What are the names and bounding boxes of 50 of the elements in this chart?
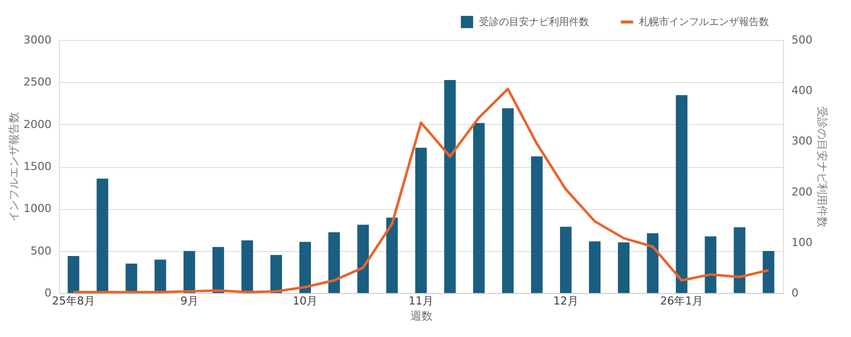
bar — [502, 108, 514, 293]
y-tick-label: 3000 — [24, 34, 52, 46]
bar — [646, 233, 658, 293]
bar — [126, 264, 138, 293]
bar — [415, 148, 427, 293]
bar — [357, 224, 369, 293]
y-tick-label: 2500 — [24, 76, 52, 89]
y2-tick-label: 200 — [792, 185, 812, 198]
bar — [444, 80, 456, 293]
x-tick-label: 10月 — [292, 294, 318, 308]
x-tick-label: 25年8月 — [52, 294, 95, 308]
bar — [560, 226, 572, 293]
y2-tick-label: 100 — [792, 236, 812, 249]
bar — [96, 178, 108, 293]
x-tick-label: 11月 — [408, 294, 434, 308]
y2-tick-label: 300 — [792, 134, 812, 148]
line-series — [72, 88, 770, 294]
bar — [734, 227, 746, 293]
y-tick-label: 2000 — [24, 118, 52, 131]
bar — [154, 260, 166, 293]
bar — [676, 95, 688, 293]
y-tick-label: 500 — [30, 244, 52, 258]
bar — [588, 241, 601, 293]
bar — [618, 242, 630, 293]
bar — [68, 256, 80, 293]
legend-label: 受診の目安ナビ利用件数 — [479, 16, 589, 28]
bar — [241, 240, 254, 293]
legend-label: 札幌市インフルエンザ報告数 — [639, 16, 769, 28]
bar — [212, 246, 224, 293]
bar — [328, 232, 340, 293]
y2-axis-title: 受診の目安ナビ利用件数 — [815, 106, 828, 228]
y2-tick-label: 500 — [792, 34, 812, 46]
y-tick-label: 0 — [44, 286, 52, 300]
y-axis-title: インフルエンザ報告数 — [8, 112, 21, 222]
bar — [184, 251, 196, 293]
bar — [270, 255, 282, 293]
y-tick-label: 1500 — [24, 160, 52, 173]
y2-tick-label: 0 — [792, 286, 798, 300]
x-tick-label: 26年1月 — [660, 294, 704, 308]
bar — [299, 242, 311, 293]
bar — [386, 218, 398, 293]
bar — [704, 236, 716, 293]
x-tick-label: 9月 — [180, 294, 198, 308]
x-tick-label: 12月 — [553, 294, 578, 308]
y-tick-label: 1000 — [24, 202, 52, 216]
bar — [473, 122, 485, 293]
y2-tick-label: 400 — [792, 84, 812, 98]
bar — [531, 156, 543, 293]
bar — [762, 251, 774, 293]
x-axis-title: 週数 — [410, 310, 432, 322]
